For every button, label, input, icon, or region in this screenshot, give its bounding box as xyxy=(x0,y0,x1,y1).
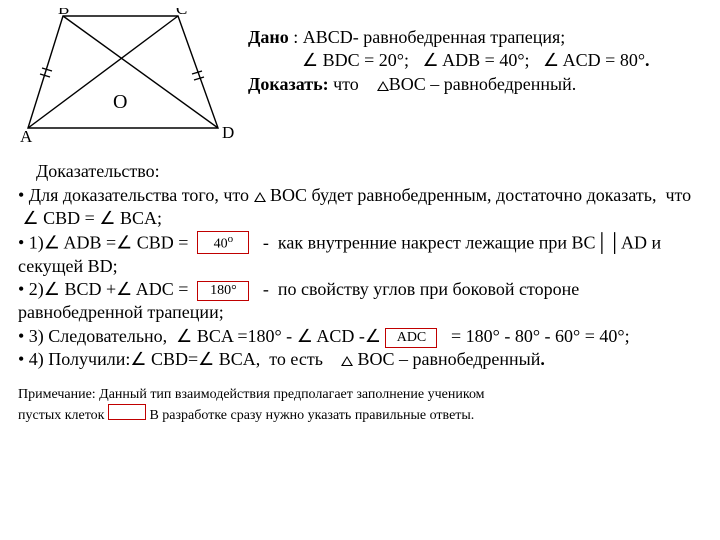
blank-3[interactable]: ADC xyxy=(385,328,437,348)
proof-body: Доказательство: • Для доказательства тог… xyxy=(18,160,702,371)
vertex-b: B xyxy=(58,8,69,18)
proof-5a: • 4) Получили:∠ CBD=∠ BCA, то есть xyxy=(18,349,341,369)
vertex-d: D xyxy=(222,123,234,142)
blank-2[interactable]: 180° xyxy=(197,281,249,301)
point-o: O xyxy=(113,91,127,113)
note-1: Примечание: Данный тип взаимодействия пр… xyxy=(18,387,485,402)
vertex-a: A xyxy=(20,127,33,146)
footnote: Примечание: Данный тип взаимодействия пр… xyxy=(18,386,702,427)
proof-5b: BOC – равнобедренный. xyxy=(353,349,545,369)
vertex-c: C xyxy=(176,8,187,18)
given-label: Дано xyxy=(248,27,289,47)
proof-heading: Доказательство: xyxy=(18,160,702,183)
trapezoid-diagram: A B C D O xyxy=(18,8,234,154)
proof-4a: • 3) Следовательно, ∠ BCA =180° - ∠ ACD … xyxy=(18,326,385,346)
proof-2a: • 1)∠ ADB =∠ CBD = xyxy=(18,232,197,252)
given-text-1: : ABCD- равнобедренная трапеция; xyxy=(289,27,566,47)
note-2: пустых клеток xyxy=(18,408,108,423)
blank-1[interactable]: 40o xyxy=(197,231,249,255)
given-angles: BDC = 20°; ∠ ADB = 40°; ∠ ACD = 80°. xyxy=(318,50,649,70)
prove-label: Доказать: xyxy=(248,74,329,94)
prove-text: что BOC – равнобедренный. xyxy=(333,74,576,94)
proof-4b: = 180° - 80° - 60° = 40°; xyxy=(437,326,629,346)
note-3: В разработке сразу нужно указать правиль… xyxy=(149,408,474,423)
proof-1a: • Для доказательства того, что xyxy=(18,185,254,205)
proof-3a: • 2)∠ BCD +∠ ADC = xyxy=(18,279,197,299)
blank-example-icon xyxy=(108,404,146,420)
given-block: Дано : ABCD- равнобедренная трапеция; ∠ … xyxy=(248,8,702,154)
